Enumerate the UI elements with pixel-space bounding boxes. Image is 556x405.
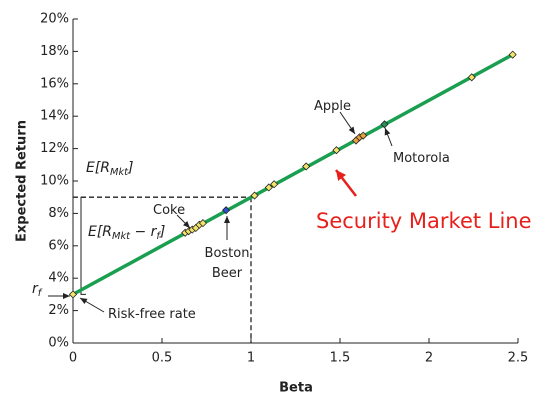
annotation: Motorola	[393, 151, 450, 166]
annotation-part: Mkt	[110, 167, 129, 178]
annotation-part: ]	[127, 160, 133, 176]
annotation-part: E[R	[86, 160, 110, 176]
pointer-arrow	[384, 127, 393, 147]
annotation-part: Motorola	[393, 151, 450, 166]
x-tick-label: 1	[247, 351, 255, 366]
annotation-part: Coke	[153, 203, 185, 218]
point	[302, 162, 311, 171]
annotation: rf	[32, 281, 43, 299]
x-tick-label: 0	[69, 351, 77, 366]
annotation: Apple	[314, 99, 351, 114]
x-axis-label: Beta	[279, 381, 313, 396]
annotation-part: Risk-free rate	[108, 307, 196, 322]
x-tick-label: 2.5	[508, 351, 529, 366]
y-tick-label: 14%	[40, 109, 69, 124]
point	[380, 120, 389, 129]
annotation-part: f	[156, 231, 161, 242]
y-tick-label: 8%	[48, 206, 69, 221]
point	[264, 183, 273, 192]
annotation-part: f	[38, 288, 43, 299]
annotation-part: Apple	[314, 99, 351, 114]
y-tick-label: 10%	[40, 174, 69, 189]
y-tick-label: 0%	[48, 336, 69, 351]
y-tick-label: 2%	[48, 303, 69, 318]
annotation: Security Market Line	[316, 209, 532, 233]
annotation-part: E[R	[88, 224, 112, 240]
y-tick-label: 20%	[40, 12, 69, 27]
point	[359, 131, 368, 140]
annotation-part: ]	[159, 224, 165, 240]
pointer-arrow	[339, 111, 356, 135]
pointer-arrow	[79, 297, 105, 313]
premium-bracket	[80, 196, 86, 295]
x-tick-label: 1.5	[330, 351, 351, 366]
point	[332, 146, 341, 155]
annotation: Beer	[212, 266, 243, 281]
y-tick-label: 18%	[40, 44, 69, 59]
security-market-line	[72, 53, 514, 296]
point	[508, 50, 517, 59]
y-tick-label: 4%	[48, 271, 69, 286]
point	[222, 206, 231, 215]
y-tick-label: 16%	[40, 76, 69, 91]
y-axis-label: Expected Return	[15, 120, 30, 242]
annotation: Coke	[153, 203, 185, 218]
annotation-part: r	[32, 281, 39, 297]
sml-arrow	[335, 169, 357, 197]
x-tick-label: 2	[425, 351, 433, 366]
point	[198, 219, 208, 228]
point	[250, 191, 259, 200]
pointer-arrow	[176, 214, 191, 229]
annotation-part: Security Market Line	[316, 209, 532, 233]
annotation-part: − r	[130, 224, 158, 240]
point	[68, 290, 78, 299]
annotation-part: Mkt	[112, 231, 131, 242]
annotation-part: Beer	[212, 266, 243, 281]
annotation: Risk-free rate	[108, 307, 196, 322]
x-tick-label: 0.5	[152, 351, 173, 366]
annotation: E[RMkt]	[86, 160, 133, 178]
annotation: Boston	[205, 246, 250, 261]
y-tick-label: 12%	[40, 141, 69, 156]
annotation: E[RMkt − rf]	[88, 224, 165, 242]
annotation-part: Boston	[205, 246, 250, 261]
point	[270, 180, 279, 189]
point	[467, 73, 476, 82]
y-tick-label: 6%	[48, 238, 69, 253]
